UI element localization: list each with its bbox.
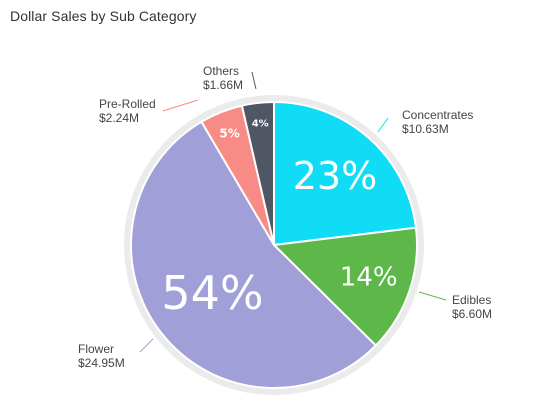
slice-name-label-concentrates: Concentrates bbox=[402, 108, 473, 122]
pie-percent-label-pre-rolled: 5% bbox=[219, 127, 239, 141]
slice-name-label-flower: Flower bbox=[78, 342, 114, 356]
pie-percent-label-edibles: 14% bbox=[340, 262, 398, 292]
slice-value-label-pre-rolled: $2.24M bbox=[99, 111, 139, 125]
leader-line-flower bbox=[139, 338, 154, 353]
pie-slice-concentrates bbox=[273, 101, 417, 246]
pie-slice-edibles bbox=[273, 226, 418, 347]
slice-name-label-others: Others bbox=[203, 64, 239, 78]
leader-line-concentrates bbox=[377, 117, 389, 133]
slice-name-label-edibles: Edibles bbox=[452, 293, 491, 307]
slice-value-label-flower: $24.95M bbox=[78, 356, 125, 370]
leader-line-edibles bbox=[418, 291, 447, 301]
chart-title: Dollar Sales by Sub Category bbox=[10, 8, 197, 24]
pie-percent-label-others: 4% bbox=[252, 118, 269, 129]
slice-value-label-others: $1.66M bbox=[203, 78, 243, 92]
slice-value-label-edibles: $6.60M bbox=[452, 307, 492, 321]
leader-line-others bbox=[251, 71, 257, 90]
pie-percent-label-concentrates: 23% bbox=[293, 154, 377, 198]
pie-slice-flower bbox=[130, 120, 377, 389]
pie-percent-label-flower: 54% bbox=[161, 266, 263, 320]
slice-name-label-pre-rolled: Pre-Rolled bbox=[99, 97, 156, 111]
slice-value-label-concentrates: $10.63M bbox=[402, 122, 449, 136]
leader-line-pre-rolled bbox=[162, 99, 199, 112]
pie-slice-others bbox=[240, 101, 275, 246]
